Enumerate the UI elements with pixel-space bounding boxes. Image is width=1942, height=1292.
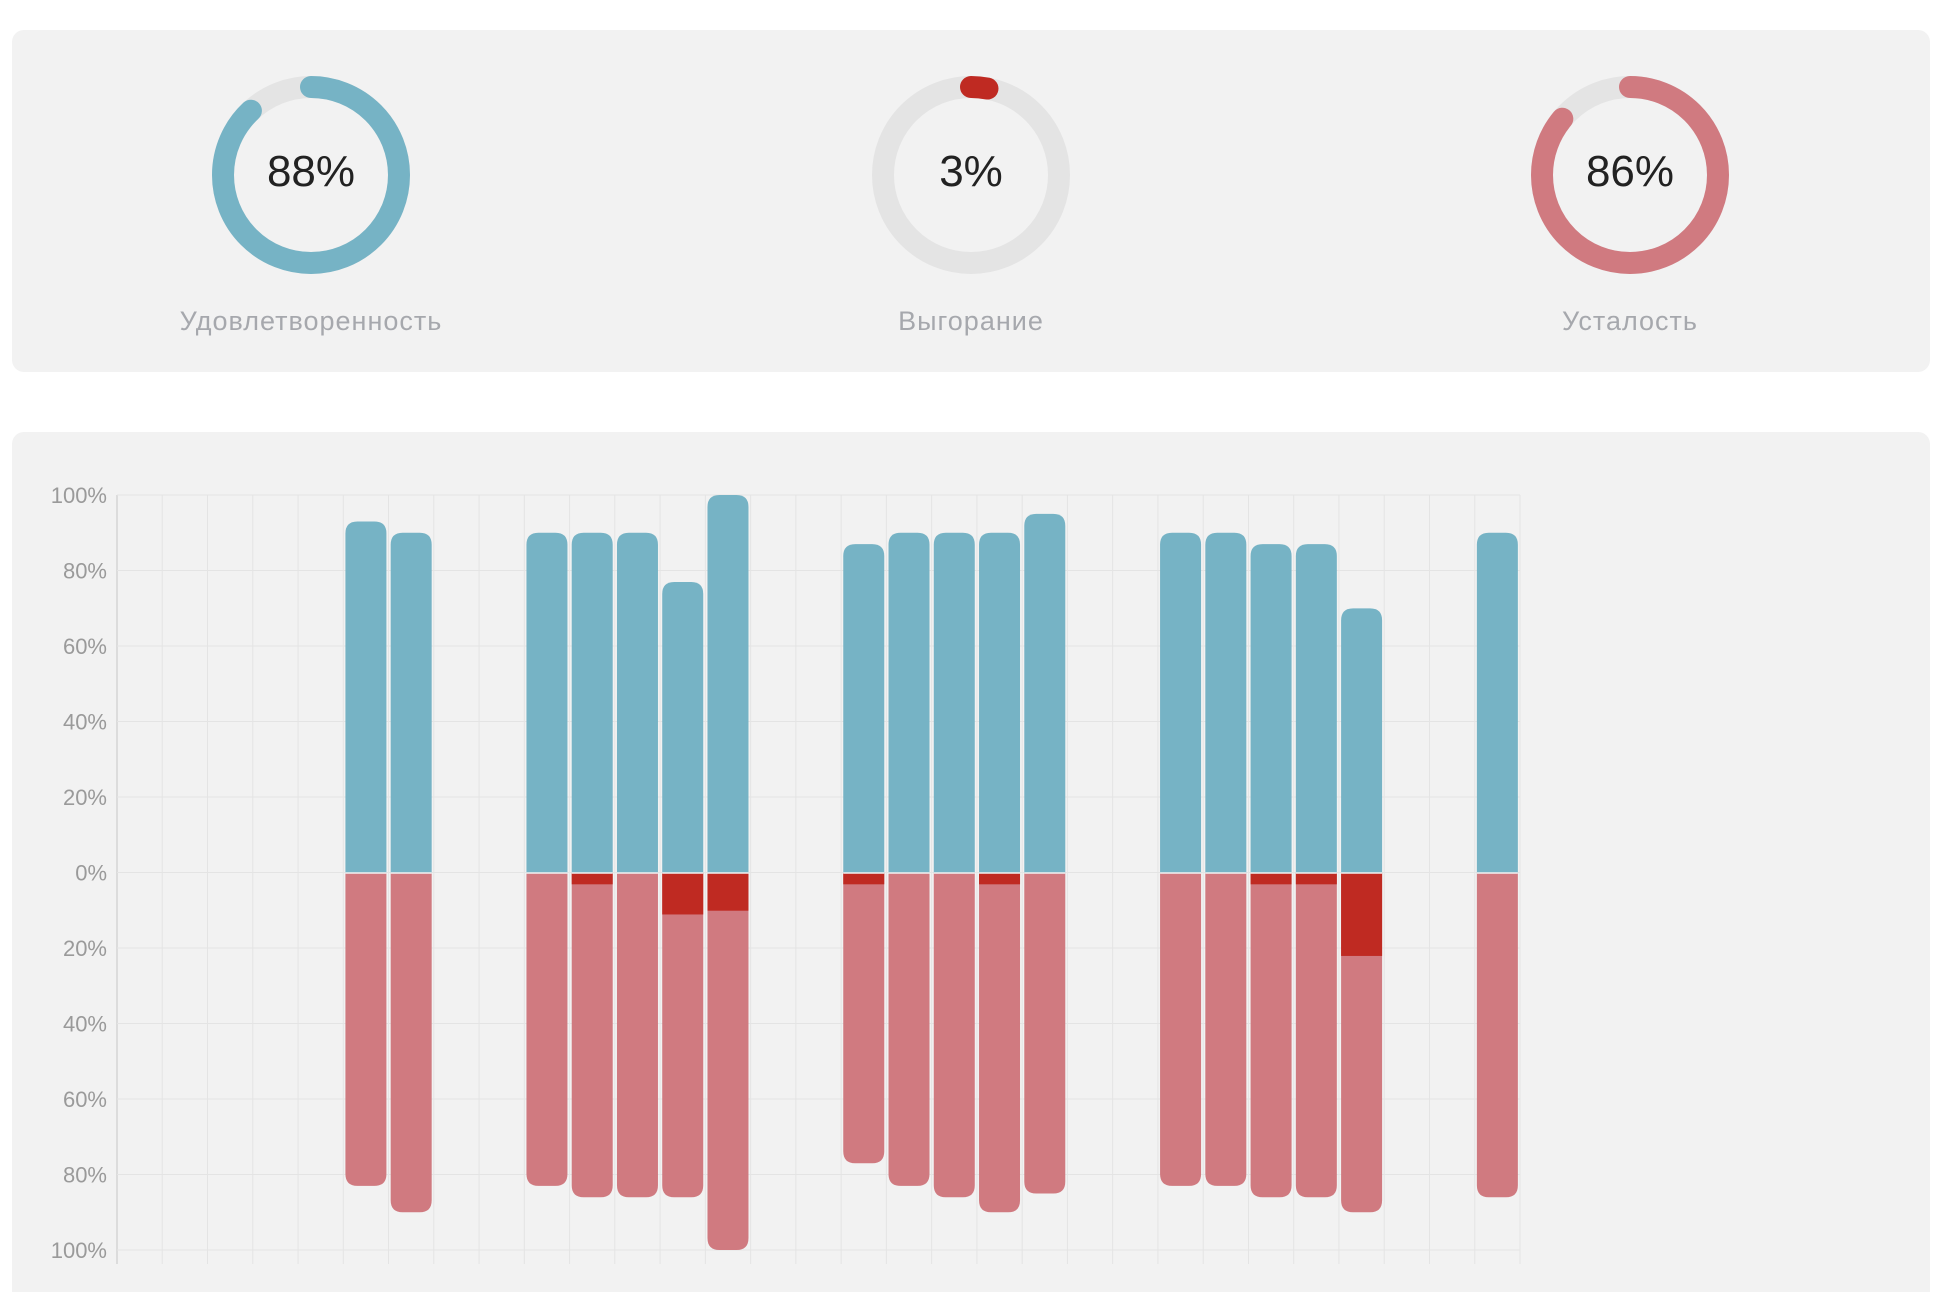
bar-burnout [843,873,885,885]
bar-satisfaction [526,532,568,873]
bar-fatigue [1024,873,1066,1194]
bar-satisfaction [571,532,613,873]
bar-group [1024,513,1066,1194]
bar-satisfaction [1476,532,1518,873]
bar-burnout [707,873,749,911]
bar-group [1205,532,1247,1186]
bar-group [616,532,658,1198]
y-tick-label: 0% [75,861,107,886]
bar-satisfaction [390,532,432,873]
y-tick-label: 100% [51,1238,107,1263]
bar-burnout [662,873,704,915]
bar-fatigue [843,873,885,1164]
bar-satisfaction [1250,544,1292,873]
bar-group [1160,532,1202,1186]
bar-burnout [571,873,613,885]
bar-group [526,532,568,1186]
gauge-arc [1531,76,1729,274]
gauge-ring [872,76,1070,274]
summary-card: 88% Удовлетворенность 3% Выгорание 86% У… [12,30,1930,372]
bar-group [979,532,1021,1213]
bar-satisfaction [707,495,749,873]
gauge-satisfaction: 88% Удовлетворенность [146,70,476,337]
bar-fatigue [707,873,749,1250]
y-tick-label: 20% [63,936,107,961]
gauge-burnout: 3% Выгорание [806,70,1136,337]
gauge-value: 3% [939,147,1003,196]
bar-group [662,581,704,1198]
bar-satisfaction [888,532,930,873]
bars [345,495,1518,1250]
y-tick-label: 40% [63,710,107,735]
chart-card: 100% 80% 60% 40% 20% 0% 20% 40% 60% 80% 100% [12,432,1930,1292]
gauge-label: Удовлетворенность [179,306,443,336]
bar-group [933,532,975,1198]
bar-group [843,544,885,1164]
bar-group [888,532,930,1186]
bar-fatigue [1205,873,1247,1186]
gauge-fatigue: 86% Усталость [1465,70,1795,337]
bar-group [1476,532,1518,1198]
bar-fatigue [345,873,387,1186]
gauge-ring [1531,76,1729,274]
bar-satisfaction [1024,513,1066,873]
bar-fatigue [1476,873,1518,1198]
bar-satisfaction [1205,532,1247,873]
bar-group [1341,608,1383,1213]
gauge-label: Усталость [1562,306,1698,336]
bar-group [1250,544,1292,1198]
bar-fatigue [1160,873,1202,1186]
bar-fatigue [526,873,568,1186]
bar-group [1295,544,1337,1198]
bar-fatigue [390,873,432,1213]
bar-group [390,532,432,1213]
bar-fatigue [1250,873,1292,1198]
bar-group [571,532,613,1198]
bar-satisfaction [979,532,1021,873]
bar-fatigue [571,873,613,1198]
bar-satisfaction [1295,544,1337,873]
y-tick-label: 20% [63,785,107,810]
bar-burnout [979,873,1021,885]
bar-satisfaction [616,532,658,873]
bar-burnout [1250,873,1292,885]
bar-group [345,521,387,1186]
bar-satisfaction [843,544,885,873]
bar-satisfaction [345,521,387,873]
bar-satisfaction [662,581,704,873]
bar-satisfaction [1160,532,1202,873]
y-tick-label: 80% [63,559,107,584]
y-tick-label: 60% [63,634,107,659]
gauge-label: Выгорание [898,306,1044,336]
bar-satisfaction [933,532,975,873]
gauge-value: 88% [266,147,356,196]
y-tick-label: 60% [63,1087,107,1112]
bar-burnout [1295,873,1337,885]
bar-fatigue [1295,873,1337,1198]
gauge-arc [872,76,1070,274]
bar-satisfaction [1341,608,1383,873]
bar-fatigue [1341,873,1383,1213]
y-tick-label: 40% [63,1012,107,1037]
y-tick-label: 100% [51,483,107,508]
bar-fatigue [979,873,1021,1213]
y-tick-label: 80% [63,1163,107,1188]
bar-group [707,495,749,1250]
bar-chart: 100% 80% 60% 40% 20% 0% 20% 40% 60% 80% 100% [51,483,1521,1264]
bar-fatigue [616,873,658,1198]
gauge-ring [212,76,410,274]
bar-fatigue [662,873,704,1198]
bar-fatigue [888,873,930,1186]
bar-burnout [1341,873,1383,956]
bar-fatigue [933,873,975,1198]
gauge-value: 86% [1585,147,1675,196]
gauge-arc [212,76,410,274]
